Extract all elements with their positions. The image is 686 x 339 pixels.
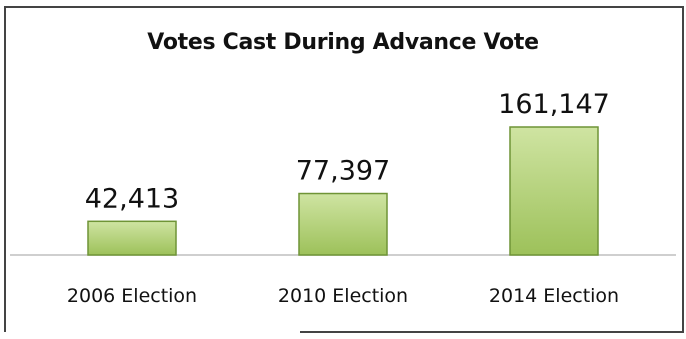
x-tick-label-1: 2006 Election [67,285,197,307]
frame-bottom-edge [300,331,684,333]
x-tick-label-3: 2014 Election [489,285,619,307]
bar-2 [298,192,388,256]
chart-title: Votes Cast During Advance Vote [147,30,539,55]
data-label-2: 77,397 [296,156,390,187]
bar-1 [87,220,177,256]
bar-3 [509,126,599,256]
data-label-1: 42,413 [85,183,179,214]
x-tick-label-2: 2010 Election [278,285,408,307]
data-label-3: 161,147 [498,89,610,120]
